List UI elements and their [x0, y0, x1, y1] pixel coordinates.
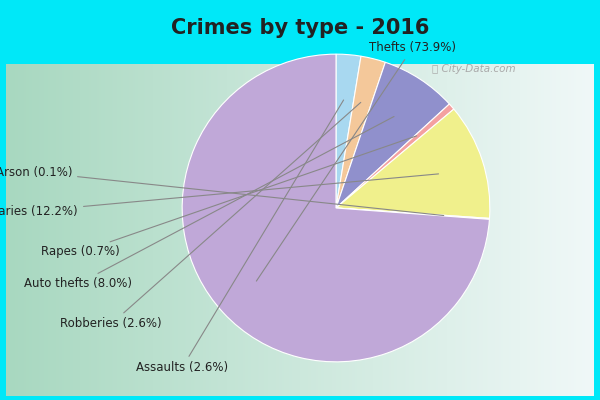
Text: Burglaries (12.2%): Burglaries (12.2%): [0, 174, 439, 218]
Text: Assaults (2.6%): Assaults (2.6%): [136, 100, 344, 374]
Wedge shape: [336, 109, 490, 218]
Text: Thefts (73.9%): Thefts (73.9%): [256, 42, 456, 281]
Wedge shape: [336, 56, 385, 208]
Text: ⓘ City-Data.com: ⓘ City-Data.com: [432, 64, 515, 74]
Text: Arson (0.1%): Arson (0.1%): [0, 166, 444, 216]
Wedge shape: [336, 104, 454, 208]
Wedge shape: [182, 54, 490, 362]
Wedge shape: [336, 54, 361, 208]
Wedge shape: [336, 208, 490, 219]
Text: Crimes by type - 2016: Crimes by type - 2016: [171, 18, 429, 38]
Text: Robberies (2.6%): Robberies (2.6%): [61, 102, 361, 330]
Text: Rapes (0.7%): Rapes (0.7%): [41, 136, 416, 258]
Wedge shape: [336, 62, 449, 208]
Text: Auto thefts (8.0%): Auto thefts (8.0%): [24, 116, 394, 290]
